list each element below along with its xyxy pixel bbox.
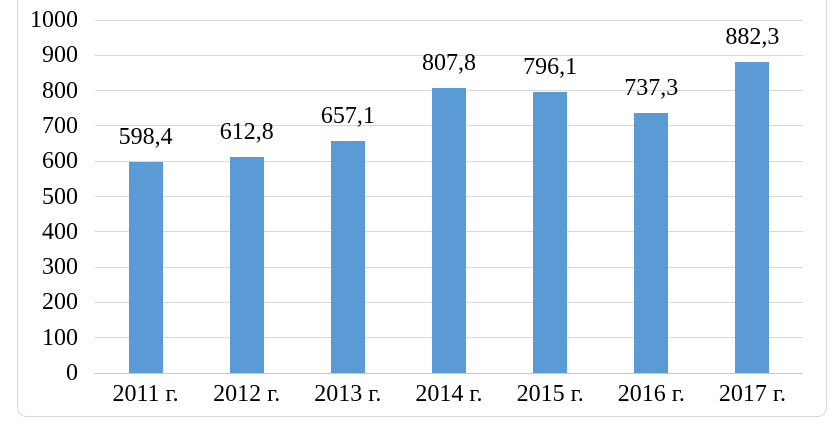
- x-tick-label: 2016 г.: [617, 381, 685, 407]
- bar-2013: [330, 141, 365, 373]
- bar-2014: [432, 87, 466, 373]
- bar-2016: [634, 112, 669, 373]
- y-tick-label: 900: [42, 42, 78, 69]
- bar-value-label: 657,1: [320, 103, 375, 130]
- bar-value-label: 807,8: [422, 49, 476, 76]
- bar-value-label: 796,1: [523, 53, 578, 80]
- chart-frame: [17, 0, 827, 417]
- bar-value-label: 882,3: [725, 23, 780, 50]
- x-tick-label: 2017 г.: [718, 381, 786, 407]
- y-tick-label: 600: [42, 148, 78, 175]
- y-tick-label: 400: [42, 218, 78, 245]
- bar-2017: [735, 61, 770, 373]
- bar-2011: [128, 161, 163, 373]
- gridline: [95, 54, 803, 56]
- bar-2015: [533, 91, 568, 373]
- y-tick-label: 500: [42, 183, 78, 210]
- bar-2012: [229, 156, 264, 373]
- y-tick-label: 1000: [30, 7, 78, 33]
- x-axis-line: [95, 372, 803, 374]
- bar-value-label: 737,3: [624, 74, 679, 101]
- y-tick-label: 0: [66, 360, 78, 386]
- y-tick-label: 700: [42, 112, 78, 139]
- x-tick-label: 2014 г.: [415, 381, 483, 407]
- bar-value-label: 598,4: [118, 123, 173, 150]
- gridline: [95, 19, 803, 21]
- bar-value-label: 612,8: [219, 118, 274, 145]
- y-tick-label: 800: [42, 77, 78, 104]
- x-tick-label: 2013 г.: [314, 381, 382, 407]
- x-tick-label: 2011 г.: [112, 381, 179, 407]
- y-tick-label: 300: [42, 254, 78, 281]
- x-tick-label: 2012 г.: [213, 381, 281, 407]
- y-tick-label: 200: [42, 289, 78, 316]
- y-tick-label: 100: [42, 324, 78, 351]
- x-tick-label: 2015 г.: [516, 381, 584, 407]
